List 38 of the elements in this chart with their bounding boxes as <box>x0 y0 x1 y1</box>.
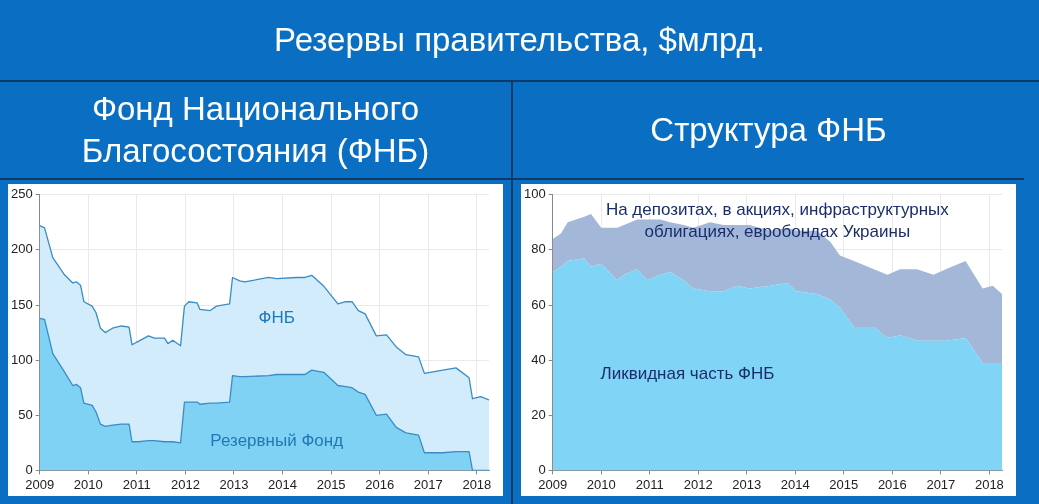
y-tick-label: 40 <box>531 351 546 367</box>
x-tick-label: 2016 <box>877 476 907 492</box>
y-tick-label: 0 <box>538 461 546 477</box>
x-tick-label: 2017 <box>926 476 956 492</box>
x-tick-label: 2014 <box>268 476 298 492</box>
x-tick-label: 2013 <box>732 476 762 492</box>
chart-title: Фонд Национального Благосостояния (ФНБ) <box>0 82 511 180</box>
y-tick-label: 80 <box>531 241 546 257</box>
x-tick-label: 2010 <box>73 476 103 492</box>
x-tick-label: 2015 <box>316 476 346 492</box>
x-tick-label: 2013 <box>219 476 249 492</box>
x-tick-label: 2009 <box>538 476 568 492</box>
x-tick-label: 2011 <box>635 476 664 492</box>
x-tick-label: 2010 <box>586 476 616 492</box>
series-label: Резервный Фонд <box>210 431 344 451</box>
x-tick-label: 2017 <box>413 476 443 492</box>
y-tick-label: 60 <box>531 296 546 312</box>
x-tick-label: 2016 <box>365 476 395 492</box>
series-label: Ликвидная часть ФНБ <box>600 363 775 383</box>
x-tick-label: 2012 <box>683 476 713 492</box>
chart-title: Структура ФНБ <box>513 82 1024 180</box>
y-tick-label: 150 <box>10 296 33 312</box>
y-tick-label: 200 <box>10 241 33 257</box>
x-tick-label: 2015 <box>829 476 859 492</box>
x-tick-label: 2014 <box>780 476 810 492</box>
x-tick-label: 2009 <box>25 476 55 492</box>
y-tick-label: 50 <box>18 406 33 422</box>
series-label: ФНБ <box>258 308 295 328</box>
text: Резервы правительства, $млрд. <box>0 0 1039 82</box>
x-tick-label: 2012 <box>170 476 200 492</box>
y-tick-label: 250 <box>10 186 33 202</box>
y-tick-label: 0 <box>25 461 33 477</box>
y-tick-label: 20 <box>531 406 546 422</box>
x-tick-label: 2018 <box>462 476 492 492</box>
x-tick-label: 2018 <box>974 476 1004 492</box>
x-tick-label: 2011 <box>122 476 151 492</box>
y-tick-label: 100 <box>523 186 546 202</box>
y-tick-label: 100 <box>10 351 33 367</box>
